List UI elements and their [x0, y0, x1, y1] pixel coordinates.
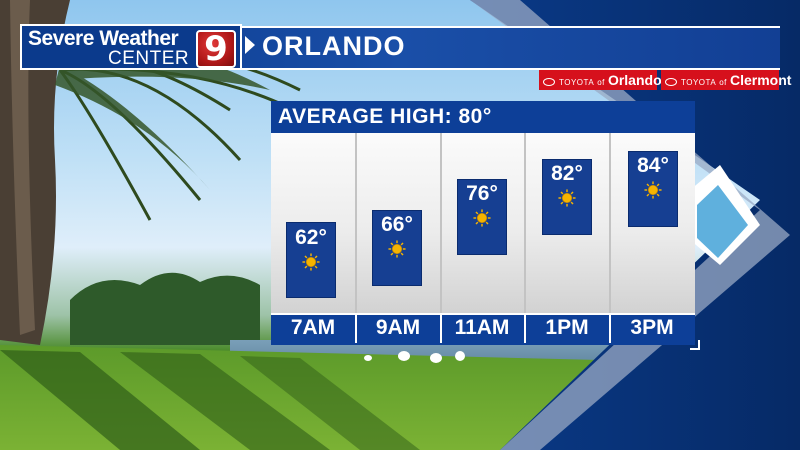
- temp-label: 82°: [551, 162, 583, 185]
- column-divider: [609, 133, 611, 313]
- brand-subtitle: CENTER: [108, 48, 190, 69]
- temp-label: 76°: [466, 182, 498, 205]
- decorative-blue-panel: [470, 0, 800, 450]
- temp-label: 62°: [295, 226, 327, 249]
- time-label-7am: 7AM: [290, 316, 336, 339]
- sun-icon: [388, 240, 406, 258]
- time-label-9am: 9AM: [375, 316, 421, 339]
- sponsor-name: Orlando: [607, 72, 662, 88]
- sun-icon: [473, 209, 491, 227]
- panel-corner-mark: [690, 340, 700, 350]
- column-divider: [524, 133, 526, 313]
- time-bar: [271, 313, 695, 345]
- arrow-right-icon: [245, 36, 255, 54]
- average-high-title: AVERAGE HIGH: 80°: [278, 105, 492, 128]
- panel-title-bar: [271, 101, 695, 133]
- brand-title: Severe Weather: [28, 27, 179, 50]
- sun-icon: [558, 189, 576, 207]
- sponsor-toyota-orlando: TOYOTA of Orlando: [539, 70, 662, 90]
- sun-icon: [644, 181, 662, 199]
- time-divider: [355, 315, 357, 343]
- sun-icon: [302, 253, 320, 271]
- column-divider: [440, 133, 442, 313]
- toyota-logo-icon: [665, 78, 677, 87]
- time-label-3pm: 3PM: [630, 316, 674, 339]
- city-title: ORLANDO: [262, 31, 406, 61]
- channel-logo: 9: [196, 30, 236, 68]
- time-label-1pm: 1PM: [545, 316, 589, 339]
- time-divider: [524, 315, 526, 343]
- sponsor-prefix: TOYOTA: [559, 78, 595, 87]
- temp-label: 84°: [637, 154, 669, 177]
- sponsor-of: of: [719, 78, 727, 87]
- sponsor-toyota-clermont: TOYOTA of Clermont: [661, 70, 791, 90]
- birds: [364, 351, 465, 363]
- tree-line: [70, 272, 260, 345]
- column-divider: [355, 133, 357, 313]
- sponsor-of: of: [597, 78, 605, 87]
- time-divider: [609, 315, 611, 343]
- sponsor-prefix: TOYOTA: [681, 78, 717, 87]
- sponsor-name: Clermont: [729, 72, 792, 88]
- temp-label: 66°: [381, 213, 413, 236]
- time-label-11am: 11AM: [454, 316, 510, 339]
- time-divider: [440, 315, 442, 343]
- toyota-logo-icon: [543, 78, 555, 87]
